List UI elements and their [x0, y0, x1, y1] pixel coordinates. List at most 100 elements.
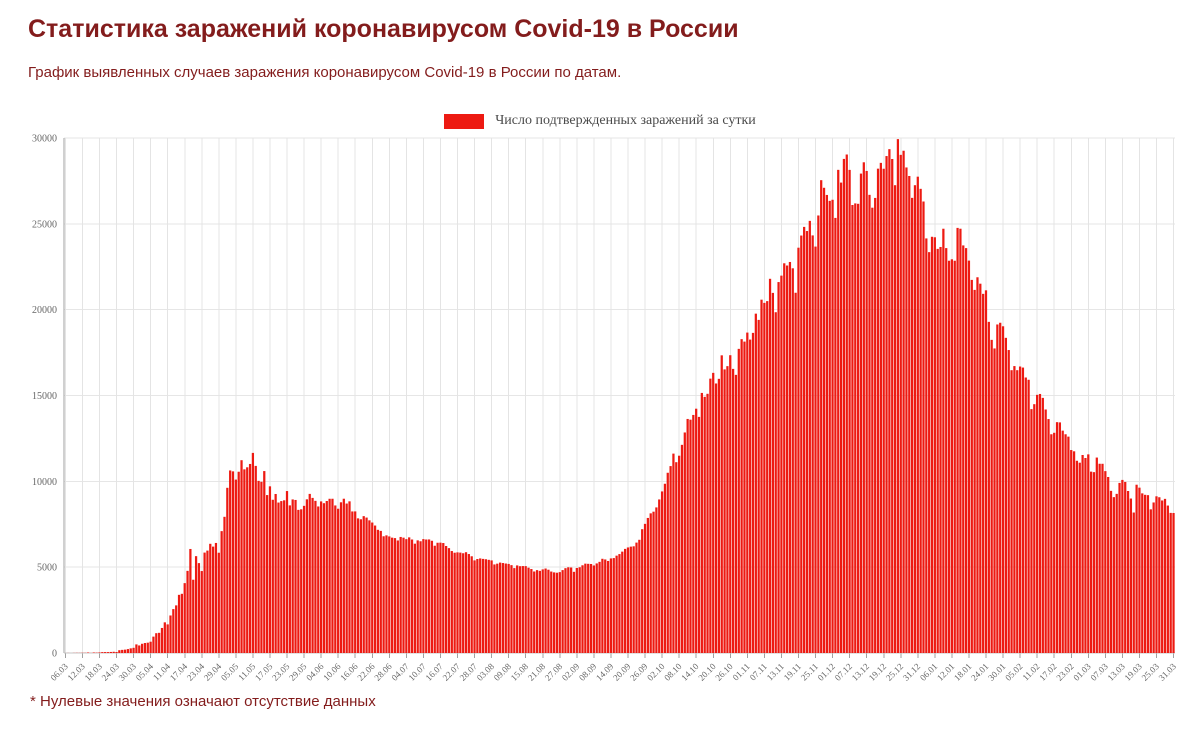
bar[interactable]: [530, 569, 533, 653]
bar[interactable]: [589, 563, 593, 653]
bar[interactable]: [1084, 458, 1087, 653]
bar[interactable]: [1126, 490, 1130, 653]
bar[interactable]: [709, 378, 712, 653]
bar[interactable]: [430, 540, 434, 653]
bar[interactable]: [749, 339, 752, 653]
bar[interactable]: [771, 292, 775, 653]
bar[interactable]: [541, 569, 544, 653]
bar[interactable]: [939, 246, 942, 653]
bar[interactable]: [757, 319, 760, 653]
bar[interactable]: [226, 487, 229, 653]
bar[interactable]: [351, 511, 354, 653]
bar[interactable]: [399, 536, 402, 653]
bar[interactable]: [425, 539, 428, 653]
bar[interactable]: [1163, 498, 1167, 653]
bar[interactable]: [734, 374, 738, 653]
bar[interactable]: [646, 517, 649, 653]
bar[interactable]: [396, 540, 399, 653]
bar[interactable]: [493, 564, 496, 653]
bar[interactable]: [547, 569, 550, 653]
bar[interactable]: [149, 641, 152, 653]
bar[interactable]: [706, 393, 709, 653]
bar[interactable]: [527, 567, 530, 653]
bar[interactable]: [999, 322, 1002, 653]
bar[interactable]: [359, 519, 363, 653]
bar[interactable]: [700, 392, 703, 653]
bar[interactable]: [604, 559, 607, 653]
bar[interactable]: [462, 553, 465, 653]
bar[interactable]: [1135, 484, 1138, 653]
bar[interactable]: [612, 558, 615, 653]
bar[interactable]: [476, 559, 479, 653]
bar[interactable]: [248, 463, 252, 653]
bar[interactable]: [803, 226, 806, 653]
bar[interactable]: [791, 268, 794, 653]
bar[interactable]: [308, 493, 311, 653]
bar[interactable]: [601, 558, 604, 653]
bar[interactable]: [314, 500, 317, 653]
bar[interactable]: [1013, 366, 1016, 653]
bar[interactable]: [638, 539, 641, 653]
bar[interactable]: [237, 471, 240, 653]
bar[interactable]: [584, 563, 587, 653]
bar[interactable]: [501, 563, 505, 653]
bar[interactable]: [422, 539, 425, 653]
bar[interactable]: [1158, 497, 1161, 653]
bar[interactable]: [928, 252, 931, 653]
bar[interactable]: [1001, 326, 1005, 653]
bar[interactable]: [200, 571, 203, 653]
bar[interactable]: [1146, 495, 1150, 653]
bar[interactable]: [209, 543, 212, 653]
bar[interactable]: [169, 615, 172, 653]
bar[interactable]: [1090, 471, 1093, 653]
bar[interactable]: [726, 366, 729, 653]
bar[interactable]: [92, 652, 95, 653]
bar[interactable]: [322, 503, 326, 653]
bar[interactable]: [936, 248, 939, 653]
bar[interactable]: [194, 556, 198, 653]
bar[interactable]: [626, 547, 630, 653]
bar[interactable]: [260, 481, 263, 653]
bar[interactable]: [956, 227, 959, 653]
bar[interactable]: [811, 235, 814, 653]
bar[interactable]: [987, 321, 990, 653]
bar[interactable]: [996, 324, 999, 653]
bar[interactable]: [990, 339, 993, 653]
bar[interactable]: [317, 506, 320, 653]
bar[interactable]: [896, 139, 900, 653]
bar[interactable]: [814, 246, 817, 653]
bar[interactable]: [243, 469, 246, 653]
bar[interactable]: [240, 460, 243, 653]
bar[interactable]: [1155, 496, 1158, 653]
bar[interactable]: [632, 546, 635, 653]
bar[interactable]: [624, 548, 627, 653]
bar[interactable]: [371, 522, 374, 653]
bar[interactable]: [1053, 432, 1056, 653]
bar[interactable]: [865, 170, 868, 653]
bar[interactable]: [214, 542, 218, 653]
bar[interactable]: [220, 531, 223, 653]
bar[interactable]: [731, 368, 735, 653]
bar[interactable]: [575, 567, 578, 653]
bar[interactable]: [652, 511, 655, 653]
bar[interactable]: [643, 523, 647, 653]
bar[interactable]: [132, 647, 135, 653]
bar[interactable]: [825, 194, 828, 653]
bar[interactable]: [1027, 379, 1030, 653]
bar[interactable]: [118, 650, 121, 653]
bar[interactable]: [1033, 404, 1036, 653]
bar[interactable]: [567, 567, 570, 653]
bar[interactable]: [1149, 509, 1152, 653]
bar[interactable]: [1041, 397, 1044, 653]
bar[interactable]: [1121, 479, 1124, 653]
bar[interactable]: [246, 467, 249, 653]
bar[interactable]: [356, 518, 360, 653]
bar[interactable]: [1018, 366, 1022, 653]
bar[interactable]: [1055, 422, 1059, 653]
bar[interactable]: [967, 260, 971, 653]
bar[interactable]: [1072, 451, 1076, 653]
bar[interactable]: [175, 605, 178, 653]
bar[interactable]: [766, 301, 769, 653]
bar[interactable]: [959, 228, 962, 653]
bar[interactable]: [1152, 502, 1155, 653]
